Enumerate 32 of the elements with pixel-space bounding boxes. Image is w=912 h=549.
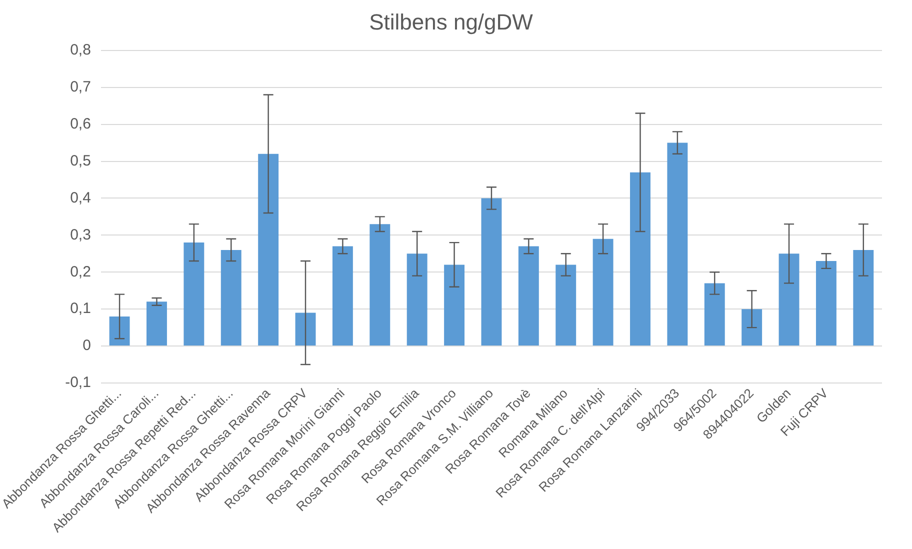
- bar: [220, 250, 242, 346]
- bar: [556, 264, 576, 346]
- y-tick-label: 0,1: [70, 300, 91, 318]
- bar: [853, 250, 874, 346]
- bar: [146, 302, 167, 346]
- y-tick-label: 0,6: [70, 115, 91, 132]
- bar: [778, 254, 800, 346]
- bar: [444, 264, 465, 346]
- bar: [667, 142, 688, 346]
- y-tick-label: 0,7: [70, 78, 91, 96]
- y-tick-label: 0,4: [70, 189, 91, 206]
- bar: [332, 246, 353, 346]
- chart-title: Stilbens ng/gDW: [369, 9, 534, 34]
- y-tick-label: 0,2: [70, 263, 91, 280]
- y-tick-label: 0: [82, 337, 91, 354]
- bar: [184, 242, 204, 346]
- y-tick-label: -0,1: [65, 374, 91, 392]
- bar: [109, 316, 130, 346]
- bar: [704, 283, 725, 346]
- bar: [518, 246, 539, 346]
- bar: [816, 261, 836, 346]
- bar: [295, 312, 316, 346]
- y-tick-label: 0,3: [70, 226, 91, 244]
- bar: [258, 154, 279, 346]
- bar: [630, 172, 650, 346]
- bar: [592, 238, 614, 346]
- y-tick-label: 0,5: [70, 152, 91, 170]
- y-tick-label: 0,8: [70, 42, 91, 59]
- bar: [481, 198, 502, 346]
- bar: [406, 254, 428, 346]
- bar: [742, 309, 762, 346]
- bar: [370, 224, 390, 346]
